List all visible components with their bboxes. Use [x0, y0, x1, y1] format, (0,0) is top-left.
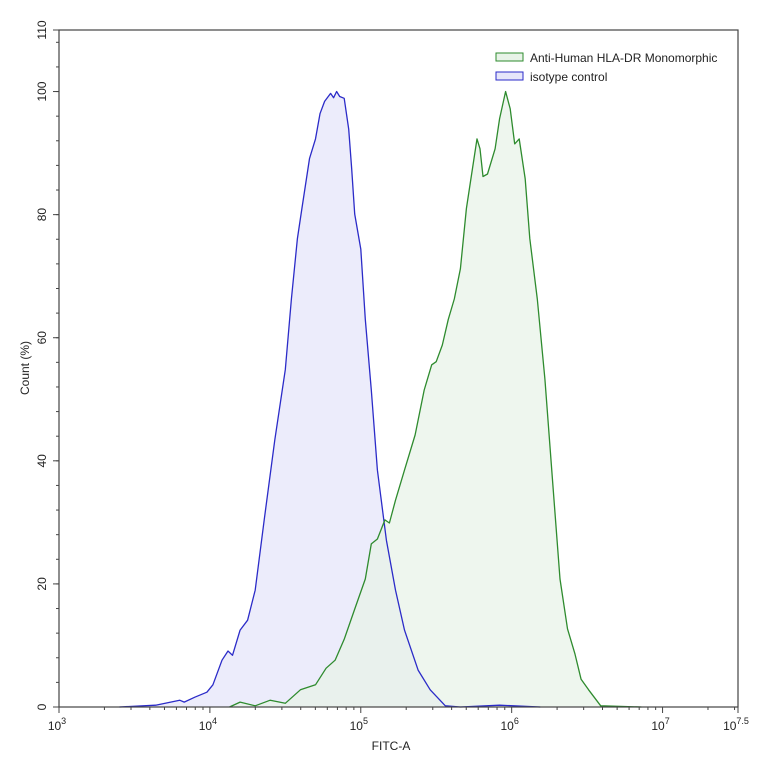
y-tick-label: 110 — [35, 20, 49, 39]
y-axis-label: Count (%) — [18, 341, 32, 395]
y-tick-label: 100 — [35, 81, 49, 101]
x-tick-label: 107 — [651, 716, 669, 733]
plot-frame — [58, 29, 739, 708]
legend-item-isotype: isotype control — [495, 70, 607, 84]
y-axis: 0 20 40 60 80 100 110 — [35, 20, 59, 710]
series-line-isotype — [119, 90, 541, 708]
series-line-hla-dr — [229, 90, 642, 708]
legend: Anti-Human HLA-DR Monomorphic isotype co… — [495, 51, 717, 84]
x-axis: 103 104 105 106 107 107.5 — [48, 707, 749, 733]
x-tick-label: 106 — [500, 716, 518, 733]
series-fill-isotype — [119, 91, 541, 707]
series-fill-hla-dr — [229, 91, 642, 707]
y-tick-label: 20 — [35, 577, 49, 591]
x-axis-label: FITC-A — [372, 739, 411, 753]
y-tick-label: 40 — [35, 454, 49, 468]
legend-label-isotype: isotype control — [530, 70, 607, 84]
x-tick-label: 104 — [199, 716, 217, 733]
series-layer — [119, 90, 642, 708]
y-tick-label: 60 — [35, 331, 49, 345]
legend-label-hla-dr: Anti-Human HLA-DR Monomorphic — [530, 51, 717, 65]
legend-swatch-blue — [495, 71, 524, 81]
legend-item-hla-dr: Anti-Human HLA-DR Monomorphic — [495, 51, 717, 65]
y-tick-label: 80 — [35, 208, 49, 222]
x-tick-label: 103 — [48, 716, 66, 733]
y-tick-label: 0 — [35, 703, 49, 710]
legend-swatch-green — [495, 52, 524, 62]
x-tick-label: 107.5 — [723, 716, 749, 733]
x-tick-label: 105 — [350, 716, 368, 733]
